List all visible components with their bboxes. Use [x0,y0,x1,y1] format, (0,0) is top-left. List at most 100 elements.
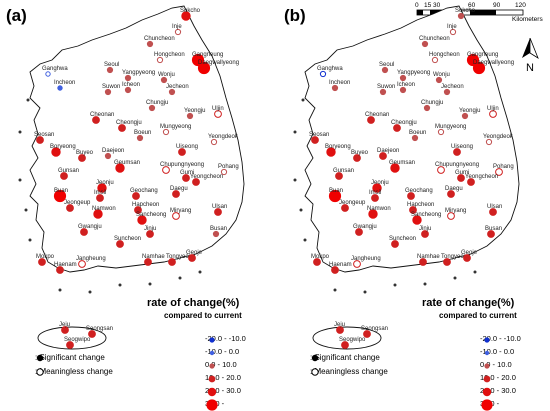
station-label-jeongeup: Jeongeup [64,200,91,206]
scale-tick-60: 60 [468,2,476,9]
legend-class-label: -20.0 - -10.0 [480,334,521,343]
station-marker-ulsan [214,208,222,216]
korea-map-a: Sokcho Inje Chuncheon Ganghwa Gangneung Daegw… [18,5,245,350]
station-label-yeongdeok: Yeongdeok [483,134,514,140]
station-label-namwon: Namwon [92,206,116,212]
station-label-hongcheon: Hongcheon [154,52,185,58]
legend-significant-label-a: : Significant change [35,353,105,362]
station-marker-seoul [106,66,114,74]
station-marker-geoje [188,254,196,262]
legend-circle-icon [208,375,216,383]
station-marker-hapcheon [409,206,417,214]
station-label-daejeon: Daejeon [102,148,124,154]
station-label-gunsan: Gunsan [58,168,79,174]
station-marker-yangpyeong [124,74,132,82]
station-marker-jeongeup [66,204,74,212]
station-marker-icheon [124,86,132,94]
station-label-uljin: Uljin [487,106,499,112]
station-label-miryang: Miryang [445,208,466,214]
station-label-incheon: Incheon [54,80,75,86]
station-label-uljin: Uljin [212,106,224,112]
station-marker-daegwallyeong [472,61,486,75]
station-marker-jeonju [372,183,382,193]
legend-subtitle-b: compared to current [439,311,517,320]
legend-class-row: 20.0 - 30.0 [205,386,241,397]
legend-class-label: -20.0 - -10.0 [205,334,246,343]
island-mark [423,282,427,286]
station-label-yangpyeong: Yangpyeong [397,70,430,76]
station-marker-suwon [379,88,387,96]
station-label-mokpo: Mokpo [311,254,330,260]
station-label-jeju: Jeju [334,322,345,328]
island-mark [393,283,397,287]
station-marker-haenam [56,266,64,274]
station-marker-gwangju [355,228,363,236]
station-label-geoje: Geoje [186,250,203,256]
station-marker-miryang [447,212,455,220]
station-label-chungju: Chungju [421,100,443,106]
station-label-geumsan: Geumsan [114,160,140,166]
station-marker-wonju [435,76,443,84]
station-marker-jangheung [78,260,86,268]
station-marker-boryeong [326,147,336,157]
station-label-ulsan: Ulsan [487,204,502,210]
island-mark [18,178,22,182]
station-label-seongsan: Seongsan [86,326,113,332]
scale-tick-0: 0 [415,2,419,9]
island-mark [28,238,32,242]
station-label-cheongju: Cheongju [391,120,417,126]
station-marker-gangneung [466,53,480,67]
legend-class-label: -10.0 - 0.0 [205,347,240,356]
station-label-gunsan: Gunsan [333,168,354,174]
station-label-daegu: Daegu [170,186,188,192]
station-marker-daegu [172,190,180,198]
legend-significant-label-b: : Significant change [310,353,380,362]
station-label-sokcho: Sokcho [180,8,201,14]
station-marker-busan [212,230,220,238]
station-label-hongcheon: Hongcheon [429,52,460,58]
station-marker-gangneung [191,53,205,67]
station-label-seosan: Seosan [309,132,329,138]
scale-unit: Kilometers [512,16,543,23]
station-label-jangheung: Jangheung [351,256,381,262]
station-label-pohang: Pohang [493,164,514,170]
legend-circle-icon [206,399,218,411]
station-marker-incheon [331,84,339,92]
island-mark [88,290,92,294]
station-label-jinju: Jinju [419,226,431,232]
station-marker-uiseong [178,148,186,156]
station-marker-inje [449,28,457,36]
station-label-icheon: Icheon [397,82,415,88]
station-marker-buyeo [78,154,86,162]
station-label-geumsan: Geumsan [389,160,415,166]
legend-class-row: -10.0 - 0.0 [480,347,514,356]
station-label-suncheon: Suncheon [389,236,416,242]
station-label-buyeo: Buyeo [351,150,369,156]
station-marker-wonju [160,76,168,84]
legend-class-row: 10.0 - 20.0 [205,373,241,383]
legend-circle-icon [484,337,490,343]
legend-class-label: 10.0 - 20.0 [205,373,241,382]
station-label-miryang: Miryang [170,208,191,214]
station-marker-mungyeong [162,128,170,136]
station-label-wonju: Wonju [433,72,450,78]
island-mark [363,290,367,294]
station-label-seogwipo: Seogwipo [339,337,366,343]
station-marker-chupungnyeong [162,166,170,174]
station-label-boeun: Boeun [409,130,426,136]
legend-meaningless-label-b: : Meaningless change [310,367,388,376]
legend-class-label: 0.0 - 10.0 [480,360,512,369]
station-marker-suwon [104,88,112,96]
station-marker-daegwallyeong [197,61,211,75]
station-label-jeonju: Jeonju [371,180,389,186]
station-label-chungju: Chungju [146,100,168,106]
korea-map-b: Sokcho Inje Chuncheon Ganghwa Gangneung Daegw… [293,5,520,350]
station-label-buan: Buan [54,188,68,194]
station-marker-hongcheon [431,56,439,64]
station-label-geochang: Geochang [405,188,433,194]
station-label-gwangju: Gwangju [78,224,102,230]
station-marker-namhae [419,258,427,266]
hollow-circle-icon [311,368,319,376]
station-label-pohang: Pohang [218,164,239,170]
korea-peninsula-outline [304,5,520,273]
